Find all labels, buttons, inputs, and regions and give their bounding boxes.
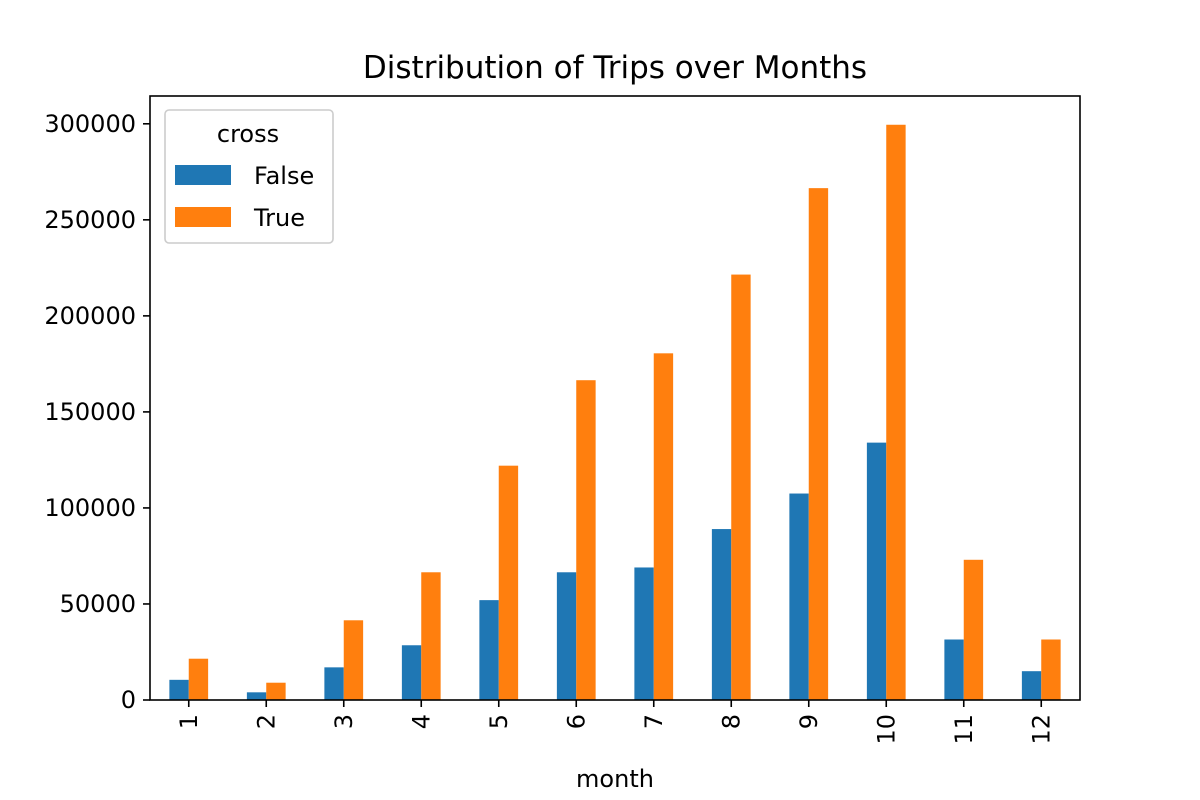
x-axis: 1 2 3 4 5 6 7 8 9 10 11 12 bbox=[175, 700, 1055, 745]
legend-title: cross bbox=[217, 120, 279, 148]
x-tick-label: 6 bbox=[562, 714, 590, 729]
bar-false-month-8 bbox=[711, 529, 732, 700]
bar-false-month-3 bbox=[324, 667, 344, 700]
y-tick-label: 150000 bbox=[44, 398, 136, 426]
y-tick-label: 50000 bbox=[60, 590, 136, 618]
legend-label-true: True bbox=[253, 204, 305, 232]
bars-layer bbox=[169, 124, 1061, 700]
bar-true-month-4 bbox=[421, 572, 441, 700]
legend-label-false: False bbox=[254, 162, 314, 190]
x-tick-label: 10 bbox=[872, 714, 900, 745]
y-tick-label: 300000 bbox=[44, 110, 136, 138]
bar-true-month-2 bbox=[266, 682, 286, 700]
x-tick-label: 4 bbox=[407, 714, 435, 729]
chart-title: Distribution of Trips over Months bbox=[363, 50, 867, 86]
x-tick-label: 5 bbox=[485, 714, 513, 729]
bar-false-month-12 bbox=[1021, 671, 1042, 700]
legend: cross False True bbox=[164, 109, 334, 244]
y-axis: 0 50000 100000 150000 200000 250000 300000 bbox=[44, 110, 150, 714]
bar-true-month-9 bbox=[808, 188, 829, 700]
x-axis-label: month bbox=[576, 765, 654, 793]
bar-true-month-11 bbox=[963, 559, 984, 700]
x-tick-label: 2 bbox=[252, 714, 280, 729]
bar-false-month-1 bbox=[169, 679, 189, 700]
y-tick-label: 200000 bbox=[44, 302, 136, 330]
x-tick-label: 8 bbox=[717, 714, 745, 729]
bar-false-month-11 bbox=[944, 639, 964, 700]
bar-false-month-4 bbox=[401, 645, 422, 700]
x-tick-label: 12 bbox=[1027, 714, 1055, 745]
y-tick-label: 250000 bbox=[44, 206, 136, 234]
x-tick-label: 9 bbox=[795, 714, 823, 729]
bar-false-month-7 bbox=[634, 567, 654, 700]
bar-true-month-1 bbox=[188, 658, 209, 700]
bar-true-month-8 bbox=[731, 274, 751, 700]
bar-true-month-10 bbox=[886, 124, 906, 700]
x-tick-label: 1 bbox=[175, 714, 203, 729]
bar-false-month-5 bbox=[479, 600, 499, 700]
bar-false-month-9 bbox=[789, 493, 809, 700]
legend-swatch-false bbox=[175, 165, 231, 185]
legend-swatch-true bbox=[175, 207, 231, 227]
x-tick-label: 7 bbox=[640, 714, 668, 729]
bar-false-month-2 bbox=[246, 692, 267, 700]
x-tick-label: 3 bbox=[330, 714, 358, 729]
bar-false-month-6 bbox=[556, 572, 577, 700]
y-tick-label: 0 bbox=[121, 686, 136, 714]
bar-true-month-5 bbox=[498, 465, 519, 700]
plot-frame bbox=[149, 95, 1081, 701]
x-tick-label: 11 bbox=[950, 714, 978, 745]
y-tick-label: 100000 bbox=[44, 494, 136, 522]
bar-false-month-10 bbox=[866, 442, 887, 700]
bar-true-month-7 bbox=[653, 353, 674, 700]
bar-true-month-3 bbox=[343, 620, 364, 700]
bar-true-month-12 bbox=[1041, 639, 1061, 700]
bar-true-month-6 bbox=[576, 380, 596, 700]
